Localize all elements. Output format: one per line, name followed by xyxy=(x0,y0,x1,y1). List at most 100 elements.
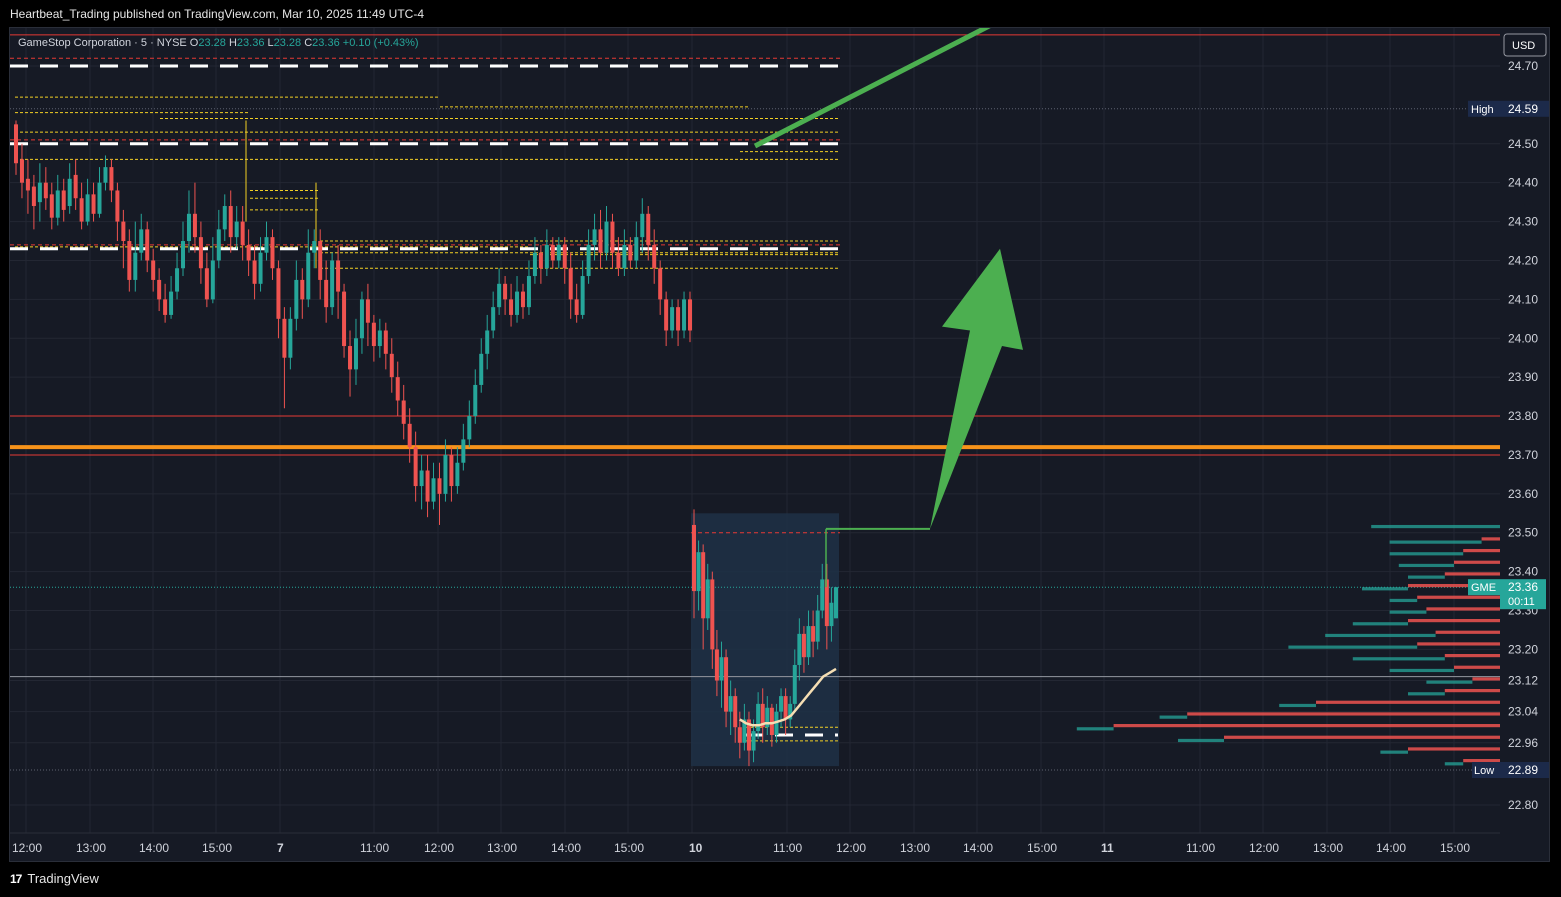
candle xyxy=(258,237,263,292)
volume-profile-bar-up xyxy=(1389,668,1454,673)
candle xyxy=(312,229,317,269)
candle-body xyxy=(544,244,549,269)
candle-body xyxy=(806,626,811,658)
x-tick-label: 12:00 xyxy=(836,841,866,855)
candle xyxy=(443,439,448,502)
candle-body xyxy=(664,299,669,331)
volume-profile-bar-down xyxy=(1472,677,1500,681)
candle-body xyxy=(652,244,657,269)
candle xyxy=(270,229,275,280)
candle xyxy=(139,213,144,261)
y-tick-label: 24.10 xyxy=(1508,292,1538,306)
candle-body xyxy=(556,244,561,261)
candle-body xyxy=(701,552,706,619)
candle-body xyxy=(14,124,18,164)
x-tick-label: 11:00 xyxy=(773,841,802,855)
candle-body xyxy=(282,318,287,358)
candle-body xyxy=(103,167,108,183)
candle-body xyxy=(425,470,430,502)
candle xyxy=(61,178,66,222)
x-tick-label: 15:00 xyxy=(1027,841,1057,855)
candle-body xyxy=(401,400,406,424)
candle-body xyxy=(181,241,186,269)
candle xyxy=(91,182,96,222)
candle xyxy=(485,314,490,370)
candle xyxy=(806,610,811,665)
candle xyxy=(437,462,442,525)
candle xyxy=(746,711,751,767)
candle xyxy=(829,587,834,642)
candle xyxy=(175,252,180,300)
candle-body xyxy=(751,731,756,751)
price-chart[interactable]: 24.70 24.50 24.40 24.30 24.20 24.10 24.00 23.90… xyxy=(10,28,1550,862)
candle xyxy=(634,221,639,269)
volume-profile-bar-down xyxy=(1417,642,1500,646)
volume-profile-bar-up xyxy=(1408,575,1445,579)
candle xyxy=(186,190,191,253)
candle xyxy=(353,318,358,385)
candle-body xyxy=(634,237,639,261)
y-tick-label: 23.90 xyxy=(1508,370,1538,384)
candle xyxy=(79,182,84,230)
candle xyxy=(696,540,701,611)
y-tick-label: 22.96 xyxy=(1508,736,1538,750)
candle-body xyxy=(371,322,376,347)
candle-body xyxy=(724,657,729,712)
candle xyxy=(401,384,406,440)
candle-body xyxy=(324,279,329,308)
candle-body xyxy=(640,213,645,238)
candle-body xyxy=(49,194,54,218)
candle-body xyxy=(109,167,114,191)
volume-profile-bar-up xyxy=(1426,680,1473,684)
volume-profile-bar-up xyxy=(1389,598,1418,603)
volume-profile-bar-down xyxy=(1444,572,1500,576)
candle-body xyxy=(760,703,765,728)
candle-body xyxy=(742,719,747,743)
volume-profile-bar-down xyxy=(1481,537,1500,541)
candle-body xyxy=(377,330,382,347)
candle-body xyxy=(586,244,591,277)
volume-profile-bar-down xyxy=(1426,607,1500,611)
candle xyxy=(109,159,114,203)
candle xyxy=(834,587,838,619)
candle-body xyxy=(503,283,508,300)
low-value: 22.89 xyxy=(1508,763,1538,777)
candle-body xyxy=(801,633,806,658)
x-tick-label: 13:00 xyxy=(900,841,930,855)
candle xyxy=(169,276,174,319)
candle xyxy=(592,213,597,261)
candle xyxy=(646,206,651,261)
volume-profile-bar-up xyxy=(1288,645,1418,649)
candle-body xyxy=(73,174,78,199)
candle-body xyxy=(67,178,72,207)
candle-body xyxy=(497,283,502,308)
candle xyxy=(676,299,681,347)
candle-body xyxy=(485,330,490,354)
candle xyxy=(240,206,245,261)
footer: 17 TradingView xyxy=(10,871,99,886)
candle xyxy=(431,462,436,510)
currency-badge[interactable]: USD xyxy=(1503,33,1547,57)
y-tick-label: 24.30 xyxy=(1508,215,1538,229)
candle xyxy=(610,213,615,269)
candle-body xyxy=(538,252,543,269)
candle-body xyxy=(733,696,738,728)
chart-panel[interactable]: 24.70 24.50 24.40 24.30 24.20 24.10 24.00 23.90… xyxy=(9,27,1550,862)
candle-body xyxy=(676,307,681,331)
x-tick-label: 12:00 xyxy=(424,841,454,855)
candle xyxy=(574,283,579,323)
candle xyxy=(497,268,502,315)
candle xyxy=(282,307,287,409)
candle xyxy=(562,237,567,284)
candle xyxy=(783,688,788,735)
candle-body xyxy=(834,587,838,619)
currency-badge-box xyxy=(1503,33,1547,57)
candle xyxy=(163,283,168,323)
candle-body xyxy=(127,241,132,280)
low-label-box xyxy=(1472,761,1500,778)
y-tick-label: 23.60 xyxy=(1508,487,1538,501)
candle xyxy=(604,206,609,261)
currency-label: USD xyxy=(1512,40,1535,52)
candle xyxy=(14,120,18,175)
candle xyxy=(151,248,156,292)
